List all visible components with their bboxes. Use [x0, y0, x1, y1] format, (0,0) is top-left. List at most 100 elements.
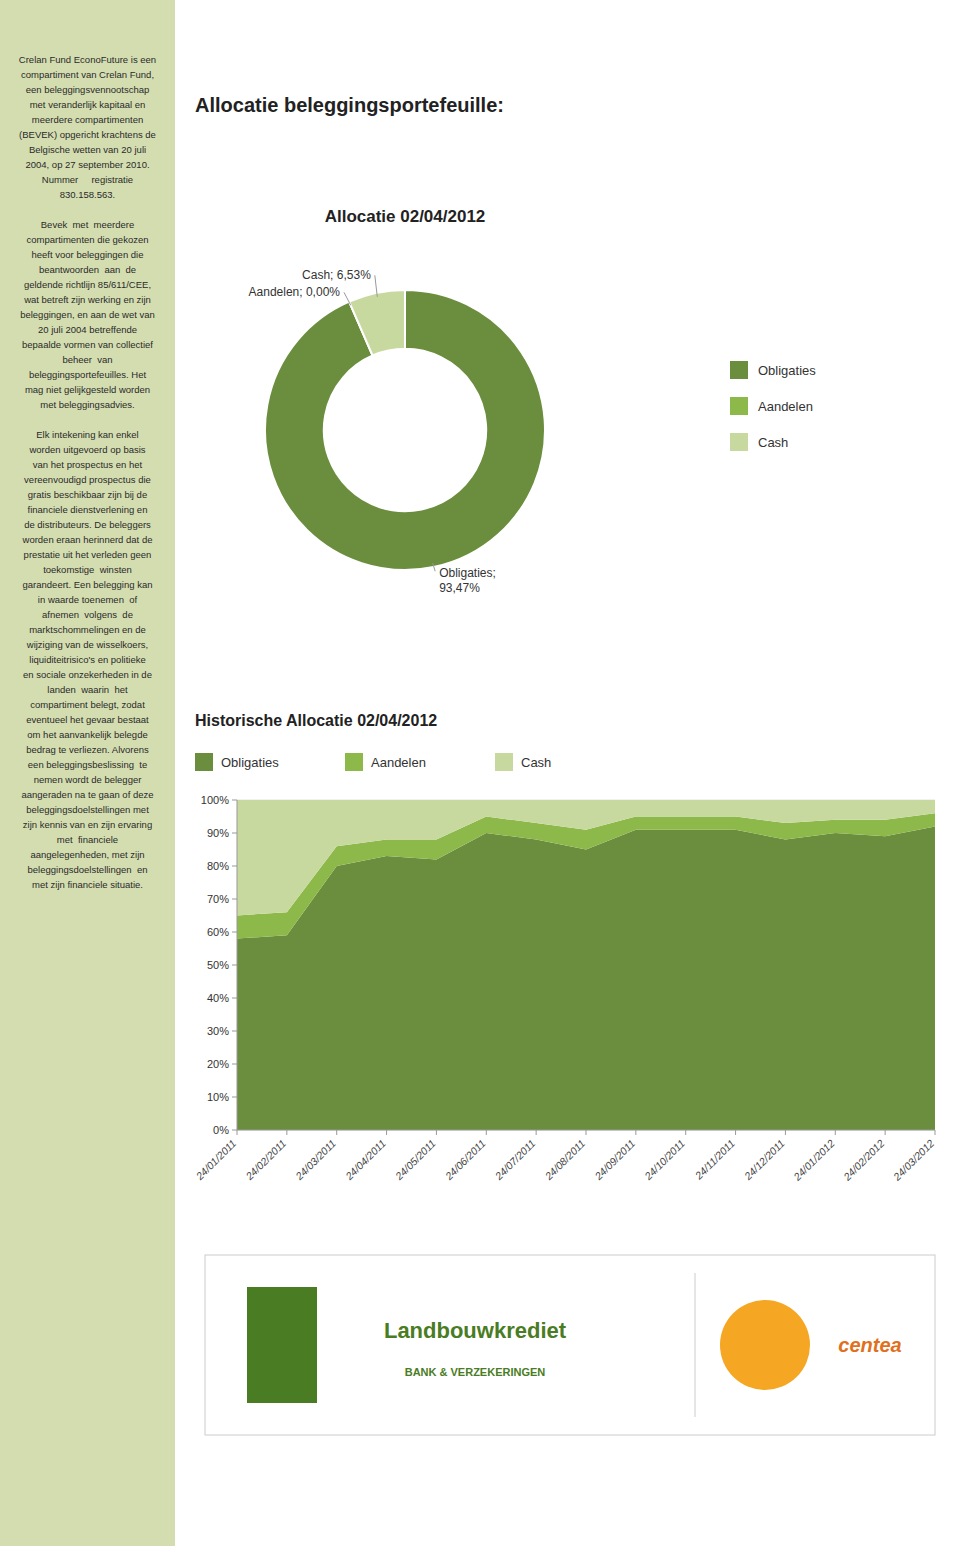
- x-tick: [735, 1130, 736, 1135]
- y-axis-line: [237, 800, 238, 1130]
- y-tick: [232, 833, 237, 834]
- disclaimer-line: beleggingsportefeuilles. Het: [4, 367, 171, 382]
- x-tick-label: 24/09/2011: [591, 1137, 637, 1183]
- disclaimer-line: mag niet gelijkgesteld worden: [4, 382, 171, 397]
- x-tick-label: 24/07/2011: [492, 1137, 538, 1183]
- x-tick-label: 24/03/2012: [890, 1137, 936, 1183]
- y-tick-label: 60%: [207, 926, 229, 938]
- x-tick-label: 24/01/2012: [790, 1137, 836, 1183]
- disclaimer-line: met zijn financiele situatie.: [4, 877, 171, 892]
- logo-leaf: [247, 1287, 317, 1403]
- x-tick-label: 24/05/2011: [392, 1137, 438, 1183]
- data-label: Obligaties;93,47%: [439, 566, 496, 595]
- legend-entry: Obligaties: [758, 363, 816, 378]
- paragraph-gap: [4, 202, 171, 217]
- disclaimer-line: van het prospectus en het: [4, 457, 171, 472]
- y-tick-label: 90%: [207, 827, 229, 839]
- logo-separator: [695, 1273, 696, 1417]
- y-tick-label: 50%: [207, 959, 229, 971]
- x-tick: [386, 1130, 387, 1135]
- disclaimer-line: landen waarin het: [4, 682, 171, 697]
- x-tick: [785, 1130, 786, 1135]
- x-tick: [486, 1130, 487, 1135]
- disclaimer-line: Crelan Fund EconoFuture is een: [4, 52, 171, 67]
- legend-swatch: [730, 433, 748, 451]
- x-tick-label: 24/01/2011: [193, 1137, 239, 1183]
- data-label-line: Aandelen; 0,00%: [249, 285, 341, 299]
- y-tick: [232, 1064, 237, 1065]
- legend-swatch: [345, 753, 363, 771]
- x-tick: [536, 1130, 537, 1135]
- disclaimer-line: beleggingsdoelstellingen met: [4, 802, 171, 817]
- disclaimer-line: heeft voor beleggingen die: [4, 247, 171, 262]
- disclaimer-line: beleggingsdoelstellingen en: [4, 862, 171, 877]
- x-tick: [885, 1130, 886, 1135]
- x-tick: [286, 1130, 287, 1135]
- logo-subtitle: BANK & VERZEKERINGEN: [405, 1366, 546, 1378]
- disclaimer-line: geldende richtlijn 85/611/CEE,: [4, 277, 171, 292]
- disclaimer-line: compartiment belegt, zodat: [4, 697, 171, 712]
- disclaimer-line: beleggingen, en aan de wet van: [4, 307, 171, 322]
- logo-name: centea: [838, 1334, 901, 1356]
- disclaimer-line: liquiditeitrisico's en politieke: [4, 652, 171, 667]
- disclaimer-line: worden uitgevoerd op basis: [4, 442, 171, 457]
- legend-entry: Aandelen: [758, 399, 813, 414]
- legend-swatch: [495, 753, 513, 771]
- y-tick: [232, 1097, 237, 1098]
- legend-swatch: [730, 361, 748, 379]
- disclaimer-line: marktschommelingen en de: [4, 622, 171, 637]
- y-tick-label: 100%: [201, 794, 229, 806]
- legend-entry: Aandelen: [371, 755, 426, 770]
- disclaimer-line: worden eraan herinnerd dat de: [4, 532, 171, 547]
- main-title: Allocatie beleggingsportefeuille:: [195, 94, 504, 116]
- x-tick: [436, 1130, 437, 1135]
- donut-wedge: [349, 290, 405, 356]
- y-tick: [232, 998, 237, 999]
- x-tick-label: 24/11/2011: [692, 1137, 737, 1182]
- disclaimer-line: vereenvoudigd prospectus die: [4, 472, 171, 487]
- paragraph-gap: [4, 412, 171, 427]
- y-tick-label: 30%: [207, 1025, 229, 1037]
- x-tick: [835, 1130, 836, 1135]
- y-axis: 0%10%20%30%40%50%60%70%80%90%100%: [201, 794, 935, 1136]
- disclaimer-line: met veranderlijk kapitaal en: [4, 97, 171, 112]
- disclaimer-line: (BEVEK) opgericht krachtens de: [4, 127, 171, 142]
- donut-chart: Allocatie 02/04/2012Obligaties;93,47%Aan…: [249, 207, 817, 595]
- x-tick: [635, 1130, 636, 1135]
- disclaimer-line: wat betreft zijn werking en zijn: [4, 292, 171, 307]
- right-panel: Allocatie beleggingsportefeuille: Allocat…: [175, 0, 960, 1546]
- x-tick: [586, 1130, 587, 1135]
- y-tick: [232, 1031, 237, 1032]
- x-tick: [336, 1130, 337, 1135]
- data-label: Cash; 6,53%: [302, 268, 371, 282]
- legend-entry: Obligaties: [221, 755, 279, 770]
- disclaimer-line: aangelegenheden, met zijn: [4, 847, 171, 862]
- legend-entry: Cash: [521, 755, 551, 770]
- disclaimer-line: 830.158.563.: [4, 187, 171, 202]
- y-tick-label: 0%: [213, 1124, 229, 1136]
- y-tick: [232, 932, 237, 933]
- disclaimer-line: eventueel het gevaar bestaat: [4, 712, 171, 727]
- disclaimer-line: Belgische wetten van 20 juli: [4, 142, 171, 157]
- disclaimer-line: in waarde toenemen of: [4, 592, 171, 607]
- area-chart: Historische Allocatie 02/04/2012 Obligati…: [193, 712, 937, 1183]
- y-tick-label: 10%: [207, 1091, 229, 1103]
- disclaimer-line: een beleggingsvennootschap: [4, 82, 171, 97]
- disclaimer-line: de distributeurs. De beleggers: [4, 517, 171, 532]
- disclaimer-line: Elk intekening kan enkel: [4, 427, 171, 442]
- x-tick: [237, 1130, 238, 1135]
- y-tick-label: 40%: [207, 992, 229, 1004]
- disclaimer-line: Nummer registratie: [4, 172, 171, 187]
- legend-swatch: [195, 753, 213, 771]
- disclaimer-line: nemen wordt de belegger: [4, 772, 171, 787]
- disclaimer-line: garandeert. Een belegging kan: [4, 577, 171, 592]
- chart-title: Historische Allocatie 02/04/2012: [195, 712, 437, 729]
- data-label-line: Obligaties;: [439, 566, 496, 580]
- x-tick-label: 24/04/2011: [342, 1137, 388, 1183]
- y-tick: [232, 899, 237, 900]
- y-tick-label: 70%: [207, 893, 229, 905]
- disclaimer-line: afnemen volgens de: [4, 607, 171, 622]
- disclaimer-line: met beleggingsadvies.: [4, 397, 171, 412]
- y-tick-label: 20%: [207, 1058, 229, 1070]
- disclaimer-line: wijziging van de wisselkoers,: [4, 637, 171, 652]
